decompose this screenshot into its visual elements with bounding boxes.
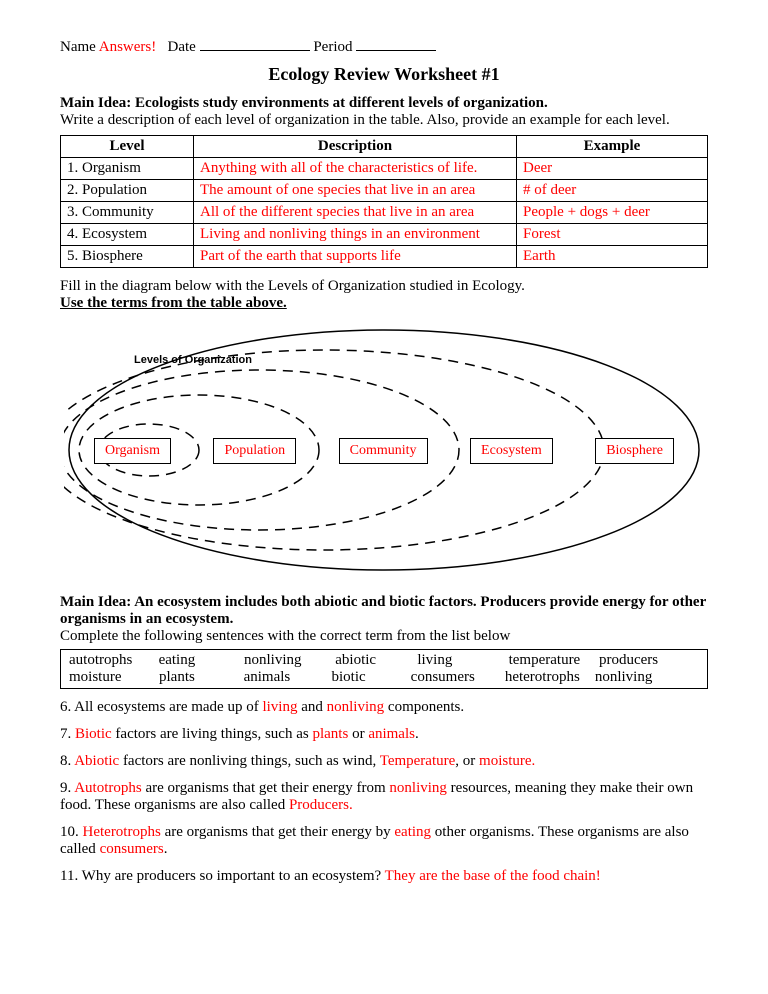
- name-label: Name: [60, 39, 96, 55]
- col-description: Description: [194, 136, 517, 158]
- date-blank[interactable]: [200, 35, 310, 51]
- cell-level: 5. Biosphere: [61, 246, 194, 268]
- section-2-instruction: Complete the following sentences with th…: [60, 628, 708, 645]
- diagram-box-organism: Organism: [94, 438, 171, 464]
- cell-level: 3. Community: [61, 202, 194, 224]
- diagram-box-row: Organism Population Community Ecosystem …: [64, 438, 704, 464]
- diagram-box-biosphere: Biosphere: [595, 438, 674, 464]
- section-1: Main Idea: Ecologists study environments…: [60, 95, 708, 268]
- cell-description: Part of the earth that supports life: [194, 246, 517, 268]
- diagram-box-community: Community: [339, 438, 428, 464]
- table-row: 1. OrganismAnything with all of the char…: [61, 158, 708, 180]
- question-6: 6. All ecosystems are made up of living …: [60, 699, 708, 716]
- table-header-row: Level Description Example: [61, 136, 708, 158]
- section-1-instruction: Write a description of each level of org…: [60, 112, 708, 129]
- cell-description: The amount of one species that live in a…: [194, 180, 517, 202]
- diagram-box-population: Population: [213, 438, 296, 464]
- main-idea-2: Main Idea: An ecosystem includes both ab…: [60, 594, 708, 628]
- cell-example: # of deer: [517, 180, 708, 202]
- main-idea-text: Ecologists study environments at differe…: [135, 95, 548, 111]
- table-row: 5. BiospherePart of the earth that suppo…: [61, 246, 708, 268]
- question-9: 9. Autotrophs are organisms that get the…: [60, 780, 708, 814]
- table-row: 3. CommunityAll of the different species…: [61, 202, 708, 224]
- question-10: 10. Heterotrophs are organisms that get …: [60, 824, 708, 858]
- col-example: Example: [517, 136, 708, 158]
- wordbank-row: autotrophs eating nonliving abiotic livi…: [61, 650, 708, 689]
- worksheet-header: Name Answers! Date Period: [60, 35, 708, 56]
- cell-description: All of the different species that live i…: [194, 202, 517, 224]
- cell-example: Forest: [517, 224, 708, 246]
- main-idea-prefix: Main Idea:: [60, 95, 135, 111]
- table-row: 4. EcosystemLiving and nonliving things …: [61, 224, 708, 246]
- col-level: Level: [61, 136, 194, 158]
- cell-description: Anything with all of the characteristics…: [194, 158, 517, 180]
- main-idea-text: An ecosystem includes both abiotic and b…: [60, 594, 706, 627]
- diagram-intro-2: Use the terms from the table above.: [60, 295, 708, 312]
- cell-example: Earth: [517, 246, 708, 268]
- wordbank-table: autotrophs eating nonliving abiotic livi…: [60, 649, 708, 689]
- period-blank[interactable]: [356, 35, 436, 51]
- levels-diagram: Levels of Organization Organism Populati…: [64, 320, 704, 580]
- diagram-intro-1: Fill in the diagram below with the Level…: [60, 278, 708, 295]
- cell-example: Deer: [517, 158, 708, 180]
- cell-description: Living and nonliving things in an enviro…: [194, 224, 517, 246]
- date-label: Date: [168, 39, 196, 55]
- levels-table: Level Description Example 1. OrganismAny…: [60, 135, 708, 268]
- section-2: Main Idea: An ecosystem includes both ab…: [60, 594, 708, 689]
- name-answer: Answers!: [99, 39, 157, 55]
- main-idea-1: Main Idea: Ecologists study environments…: [60, 95, 708, 112]
- cell-level: 4. Ecosystem: [61, 224, 194, 246]
- question-7: 7. Biotic factors are living things, suc…: [60, 726, 708, 743]
- main-idea-prefix: Main Idea:: [60, 594, 134, 610]
- cell-level: 1. Organism: [61, 158, 194, 180]
- table-row: 2. PopulationThe amount of one species t…: [61, 180, 708, 202]
- question-8: 8. Abiotic factors are nonliving things,…: [60, 753, 708, 770]
- wordbank-cell: autotrophs eating nonliving abiotic livi…: [61, 650, 708, 689]
- worksheet-title: Ecology Review Worksheet #1: [60, 64, 708, 85]
- cell-level: 2. Population: [61, 180, 194, 202]
- question-11: 11. Why are producers so important to an…: [60, 868, 708, 885]
- period-label: Period: [313, 39, 352, 55]
- cell-example: People + dogs + deer: [517, 202, 708, 224]
- diagram-box-ecosystem: Ecosystem: [470, 438, 553, 464]
